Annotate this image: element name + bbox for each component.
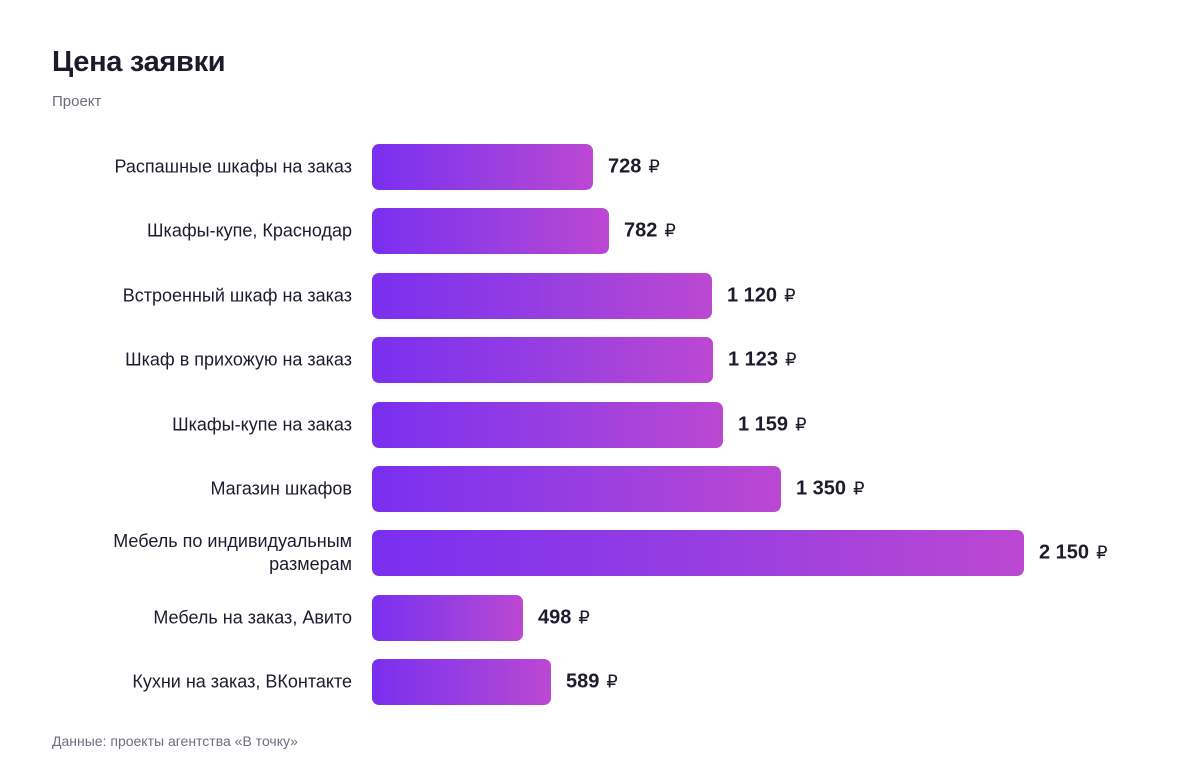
category-label: Кухни на заказ, ВКонтакте	[132, 671, 352, 692]
value-number: 1 350	[796, 477, 847, 500]
category-label: Встроенный шкаф на заказ	[122, 285, 352, 306]
currency-unit: ₽	[790, 414, 807, 435]
category-label: Распашные шкафы на заказ	[114, 156, 352, 177]
currency-unit: ₽	[573, 607, 590, 628]
currency-unit: ₽	[601, 671, 618, 692]
category-label: Мебель на заказ, Авито	[153, 607, 352, 628]
value-label: 728 ₽	[608, 156, 660, 179]
currency-unit: ₽	[848, 478, 865, 499]
bar	[372, 273, 712, 319]
category-label: Шкафы-купе, Краснодар	[147, 220, 352, 241]
value-number: 589	[566, 670, 600, 693]
currency-unit: ₽	[1091, 542, 1108, 563]
bar	[372, 659, 551, 705]
bar	[372, 466, 781, 512]
value-number: 1 123	[728, 348, 779, 371]
value-number: 498	[538, 606, 572, 629]
currency-unit: ₽	[779, 285, 796, 306]
bar	[372, 530, 1024, 576]
chart-subtitle: Проект	[52, 93, 102, 110]
chart-title: Цена заявки	[52, 46, 226, 78]
category-label: Магазин шкафов	[210, 478, 352, 499]
bar	[372, 208, 609, 254]
value-label: 589 ₽	[566, 671, 618, 694]
value-label: 1 123 ₽	[728, 349, 797, 372]
bar	[372, 144, 593, 190]
bar	[372, 595, 523, 641]
currency-unit: ₽	[659, 220, 676, 241]
value-label: 782 ₽	[624, 220, 676, 243]
value-label: 1 350 ₽	[796, 478, 865, 501]
value-number: 728	[608, 155, 642, 178]
value-label: 2 150 ₽	[1039, 542, 1108, 565]
value-number: 2 150	[1039, 541, 1090, 564]
currency-unit: ₽	[643, 156, 660, 177]
value-number: 1 120	[727, 284, 778, 307]
currency-unit: ₽	[780, 349, 797, 370]
value-number: 782	[624, 219, 658, 242]
value-number: 1 159	[738, 413, 789, 436]
bar	[372, 337, 713, 383]
category-label: Мебель по индивидуальным размерам	[113, 531, 352, 575]
data-source-note: Данные: проекты агентства «В точку»	[52, 733, 298, 749]
value-label: 1 120 ₽	[727, 284, 796, 307]
category-label: Шкафы-купе на заказ	[172, 414, 352, 435]
category-label: Шкаф в прихожую на заказ	[125, 349, 352, 370]
bar	[372, 402, 723, 448]
value-label: 1 159 ₽	[738, 413, 807, 436]
value-label: 498 ₽	[538, 606, 590, 629]
